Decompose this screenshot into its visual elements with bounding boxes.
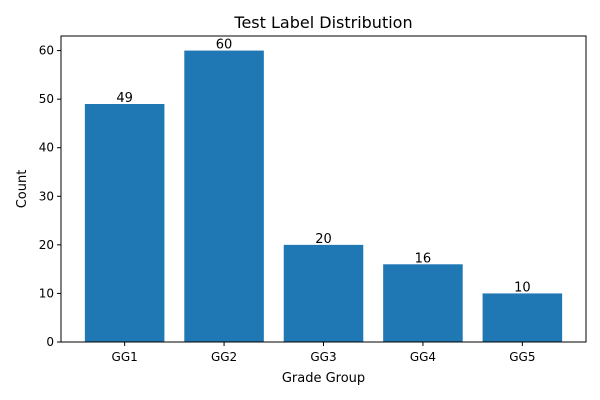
x-tick-label-gg2: GG2 (211, 350, 237, 364)
x-axis: GG1 GG2 GG3 GG4 GG5 (112, 342, 535, 364)
chart-title: Test Label Distribution (233, 13, 412, 32)
y-tick-label-50: 50 (39, 92, 54, 106)
data-label-gg1: 49 (116, 91, 133, 106)
x-tick-label-gg1: GG1 (112, 350, 138, 364)
y-tick-label-30: 30 (39, 189, 54, 203)
bar-gg1 (84, 104, 165, 342)
y-tick-label-40: 40 (39, 141, 54, 155)
y-tick-label-0: 0 (46, 335, 54, 349)
bar-gg5 (482, 293, 563, 342)
x-tick-label-gg3: GG3 (310, 350, 336, 364)
bar-gg3 (283, 244, 364, 342)
data-label-gg5: 10 (514, 280, 531, 295)
data-label-gg3: 20 (315, 232, 332, 247)
x-tick-label-gg5: GG5 (509, 350, 535, 364)
y-axis: 0 10 20 30 40 50 60 (39, 44, 61, 349)
bar-gg2 (184, 50, 264, 342)
bars-group (84, 50, 563, 342)
bar-gg4 (383, 264, 463, 342)
x-axis-label: Grade Group (282, 371, 365, 386)
data-labels-group: 49 60 20 16 10 (116, 38, 530, 296)
data-label-gg2: 60 (216, 38, 233, 53)
y-axis-label: Count (15, 170, 30, 209)
y-tick-label-10: 10 (39, 286, 54, 300)
x-tick-label-gg4: GG4 (410, 350, 436, 364)
y-tick-label-60: 60 (39, 44, 54, 58)
data-label-gg4: 16 (415, 251, 432, 266)
y-tick-label-20: 20 (39, 238, 54, 252)
